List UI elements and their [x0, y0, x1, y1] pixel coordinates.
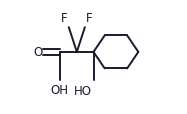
Text: HO: HO: [74, 84, 92, 97]
Text: OH: OH: [50, 83, 69, 96]
Text: F: F: [86, 12, 93, 25]
Text: F: F: [60, 12, 67, 25]
Text: O: O: [33, 46, 42, 59]
